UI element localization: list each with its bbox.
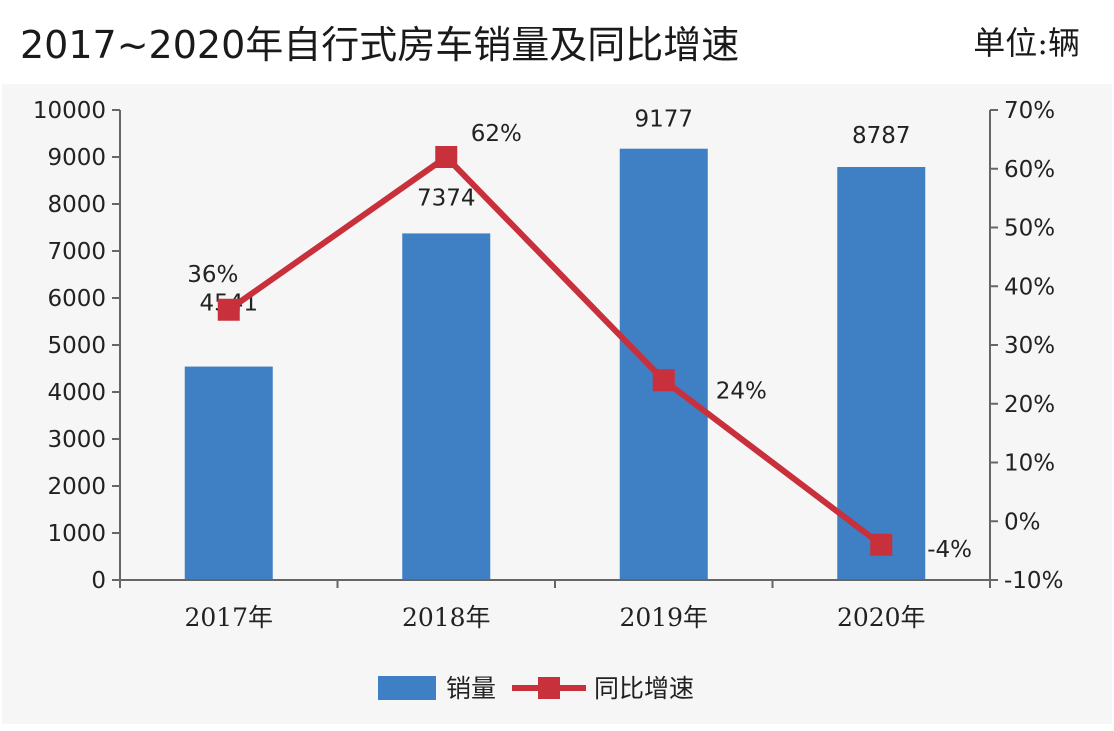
y-right-tick-label: 40% — [1004, 274, 1055, 300]
y-left-tick-label: 5000 — [47, 333, 106, 359]
line-data-label: -4% — [927, 537, 972, 563]
legend-bar-swatch — [378, 676, 436, 700]
line-point — [652, 369, 675, 392]
y-right-axis: -10% 0% 10% 20% 30% 40% 50% 60% 70% — [990, 98, 1063, 594]
legend-line-label: 同比增速 — [594, 674, 694, 703]
y-left-tick-label: 6000 — [47, 286, 106, 312]
bar-series: 4541737491778787 — [184, 107, 926, 581]
growth-line — [227, 154, 884, 548]
bar-data-label: 9177 — [634, 107, 693, 133]
y-left-tick-label: 7000 — [47, 239, 106, 265]
legend-bar-label: 销量 — [446, 674, 496, 703]
unit-label: 单位:辆 — [973, 24, 1080, 62]
y-left-tick-label: 2000 — [47, 474, 106, 500]
y-right-tick-label: 50% — [1004, 216, 1055, 242]
y-right-tick-label: 20% — [1004, 392, 1055, 418]
bar-data-label: 7374 — [417, 185, 476, 211]
y-right-tick-label: 10% — [1004, 451, 1055, 477]
bar — [619, 148, 708, 580]
legend: 销量 同比增速 — [378, 674, 694, 703]
x-category-label: 2020年 — [837, 603, 926, 632]
y-left-tick-label: 9000 — [47, 145, 106, 171]
bar — [402, 233, 491, 580]
y-left-tick-label: 0 — [91, 568, 106, 594]
bar — [837, 167, 926, 581]
y-left-tick-label: 10000 — [33, 98, 106, 124]
y-left-tick-label: 4000 — [47, 380, 106, 406]
line-point — [217, 298, 240, 321]
legend-line-marker — [538, 677, 560, 699]
bar-data-label: 8787 — [852, 123, 911, 149]
chart-title: 2017~2020年自行式房车销量及同比增速 — [20, 23, 740, 67]
bar — [184, 366, 273, 580]
y-right-tick-label: 30% — [1004, 333, 1055, 359]
y-left-axis: 0 1000 2000 3000 4000 5000 6000 7000 8000 9000 100… — [33, 98, 120, 594]
y-left-tick-label: 3000 — [47, 427, 106, 453]
line-data-label: 36% — [187, 262, 238, 288]
y-right-tick-label: 0% — [1004, 509, 1041, 535]
x-category-label: 2019年 — [619, 603, 708, 632]
line-data-label: 24% — [716, 378, 767, 404]
y-right-tick-label: 70% — [1004, 98, 1055, 124]
line-data-label: 62% — [471, 121, 522, 147]
line-point — [435, 146, 458, 168]
x-axis-categories: 2017年 2018年 2019年 2020年 — [184, 603, 925, 632]
y-left-tick-label: 1000 — [47, 521, 106, 547]
y-left-tick-label: 8000 — [47, 192, 106, 218]
x-category-label: 2018年 — [402, 603, 491, 632]
y-right-tick-label: 60% — [1004, 157, 1055, 183]
y-right-tick-label: -10% — [1004, 568, 1063, 594]
line-point — [870, 533, 893, 556]
x-category-label: 2017年 — [184, 603, 273, 632]
line-series: 36% 62% 24% -4% — [187, 121, 972, 563]
axes-lines — [119, 110, 991, 588]
